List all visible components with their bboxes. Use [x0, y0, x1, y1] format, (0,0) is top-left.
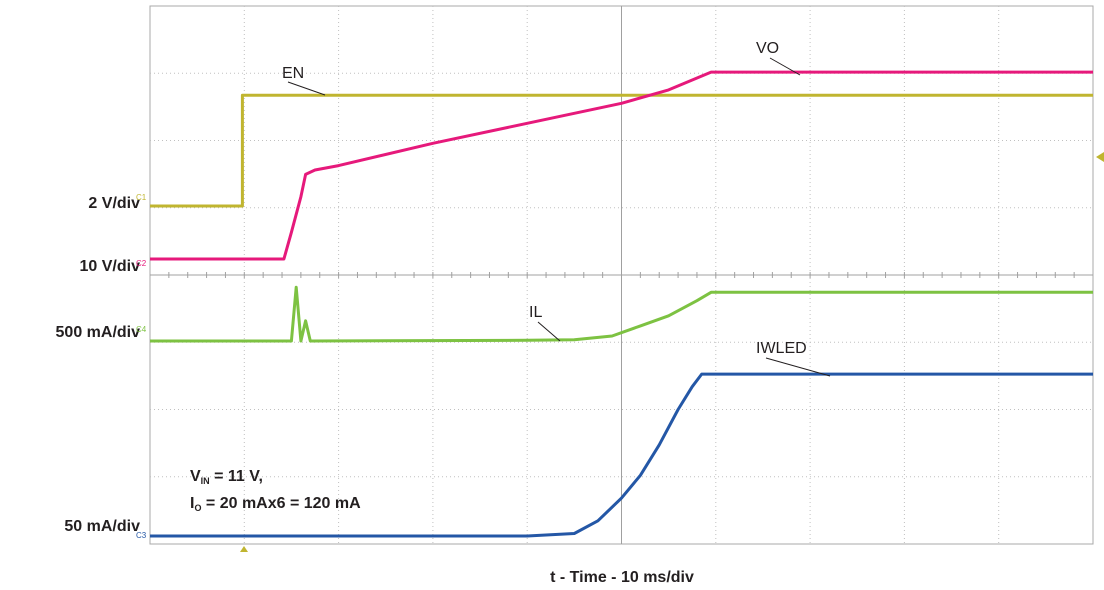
test-condition-vin: VIN = 11 V, [190, 468, 263, 486]
trigger-position-marker [240, 546, 248, 552]
channel-marker-c1: C1 [136, 193, 147, 202]
chart-traces [150, 57, 1104, 552]
chart-grid [149, 5, 1094, 545]
channel-marker-c3: C3 [136, 531, 147, 540]
chart-text: 2 V/div 10 V/div 500 mA/div 50 mA/div C1… [56, 40, 807, 586]
trace-label-leader-0 [287, 81, 326, 96]
trace-iwled [150, 372, 1093, 538]
test-condition-io: IO = 20 mAx6 = 120 mA [190, 495, 361, 513]
trace-il [150, 285, 1093, 343]
trace-label-en: EN [282, 65, 304, 82]
channel-marker-c4: C4 [136, 325, 147, 334]
channel-marker-c2: C2 [136, 259, 147, 268]
trace-label-leader-1 [769, 57, 801, 76]
trigger-level-marker [1096, 152, 1104, 162]
trace-en [150, 93, 1093, 208]
trace-label-il: IL [529, 304, 542, 321]
channel-scale-label-c3: 50 mA/div [64, 518, 140, 535]
trace-label-leader-3 [765, 357, 831, 377]
channel-scale-label-c1: 2 V/div [88, 195, 140, 212]
channel-scale-label-c4: 500 mA/div [56, 324, 141, 341]
channel-scale-label-c2: 10 V/div [80, 258, 141, 275]
trace-label-leader-2 [537, 321, 561, 342]
x-axis-label: t - Time - 10 ms/div [550, 569, 694, 586]
trace-label-iwled: IWLED [756, 340, 807, 357]
trace-label-vo: VO [756, 40, 779, 57]
trace-vo [150, 70, 1093, 261]
